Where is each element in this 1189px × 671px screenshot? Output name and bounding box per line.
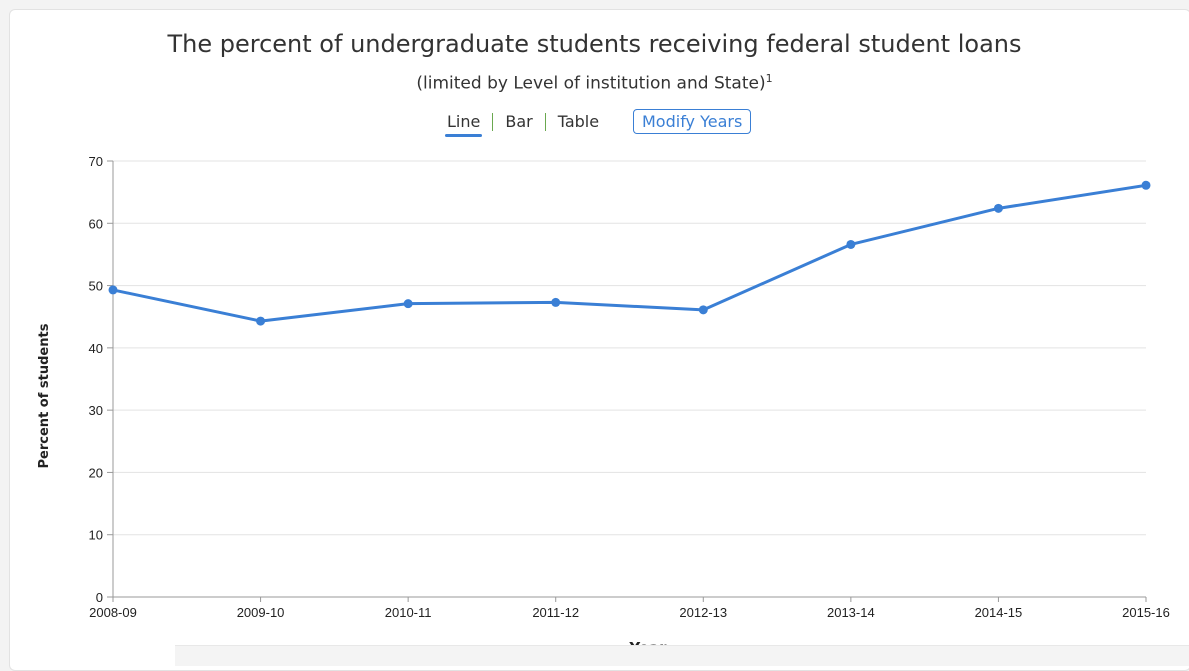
data-point-2009-10[interactable] <box>256 316 266 326</box>
x-tick-label: 2011-12 <box>532 605 579 620</box>
y-tick-label: 60 <box>89 216 103 231</box>
chart-title: The percent of undergraduate students re… <box>167 30 1022 58</box>
x-tick-label: 2009-10 <box>237 605 285 620</box>
y-axis-label: Percent of students <box>37 323 52 468</box>
gridlines <box>113 160 1146 598</box>
y-tick-label: 40 <box>89 341 103 356</box>
chart-subtitle: (limited by Level of institution and Sta… <box>0 72 1189 94</box>
footer-overlay <box>175 645 1189 666</box>
data-point-2014-15[interactable] <box>993 203 1003 213</box>
x-tick-label: 2013-14 <box>827 605 875 620</box>
y-tick-label: 70 <box>89 154 103 169</box>
y-tick-label: 20 <box>89 465 103 480</box>
y-tick-label: 50 <box>89 279 103 294</box>
y-tick-label: 30 <box>89 403 103 418</box>
series-line <box>112 183 1147 323</box>
data-point-2015-16[interactable] <box>1141 180 1151 190</box>
data-points <box>108 180 1151 326</box>
toggle-divider <box>492 112 494 131</box>
toggle-divider <box>544 112 546 131</box>
modify-years-button[interactable]: Modify Years <box>633 109 752 134</box>
x-tick-label: 2012-13 <box>679 605 727 620</box>
x-axis-ticks: 2008-09 2009-10 2010-11 2011-12 2012-13 2013-… <box>89 596 1170 620</box>
y-axis-ticks: 0 10 20 30 40 50 60 70 <box>89 154 114 605</box>
x-tick-label: 2015-16 <box>1122 605 1170 620</box>
data-point-2008-09[interactable] <box>108 285 118 295</box>
x-tick-label: 2010-11 <box>385 605 432 620</box>
x-tick-label: 2008-09 <box>89 605 137 620</box>
y-tick-label: 0 <box>96 590 103 605</box>
footnote-marker[interactable]: 1 <box>765 72 773 85</box>
data-point-2011-12[interactable] <box>551 297 561 307</box>
data-point-2010-11[interactable] <box>403 299 413 309</box>
subtitle-text: (limited by Level of institution and Sta… <box>416 73 766 94</box>
chart-card <box>9 9 1189 671</box>
data-point-2012-13[interactable] <box>698 305 708 315</box>
view-toggle-line[interactable]: Line <box>445 112 483 137</box>
view-toggle-table[interactable]: Table <box>557 112 600 131</box>
view-toggle-bar[interactable]: Bar <box>505 112 533 131</box>
data-point-2013-14[interactable] <box>846 239 856 249</box>
x-tick-label: 2014-15 <box>975 605 1023 620</box>
view-toggle-group: Line Bar Table <box>445 112 601 137</box>
line-chart: 0 10 20 30 40 50 60 70 2008-09 2009-10 2010-11 201… <box>37 154 1170 655</box>
y-tick-label: 10 <box>89 528 103 543</box>
